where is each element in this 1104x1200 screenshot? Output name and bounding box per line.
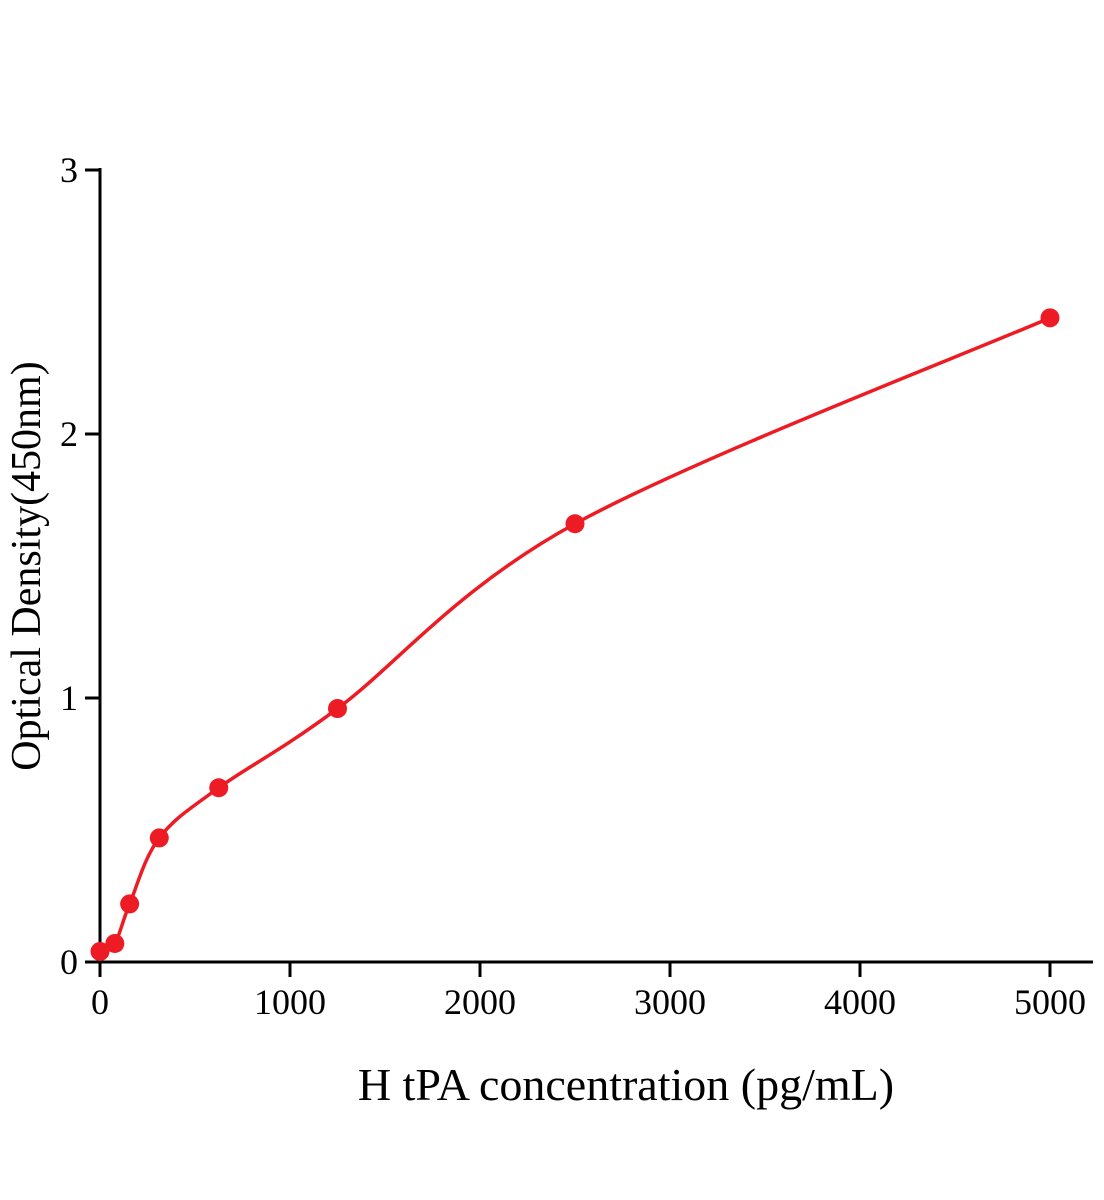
data-point: [209, 778, 229, 798]
tick-marks: [85, 168, 1052, 977]
y-tick-label: 0: [60, 942, 78, 982]
x-axis-label: H tPA concentration (pg/mL): [358, 1059, 894, 1110]
tick-labels: 0 1000 2000 3000 4000 5000 0 1 2 3: [60, 150, 1086, 1022]
y-tick-label: 3: [60, 150, 78, 190]
data-point: [149, 828, 169, 848]
data-point: [120, 894, 140, 914]
x-tick-label: 3000: [634, 982, 706, 1022]
x-tick-label: 1000: [254, 982, 326, 1022]
data-point: [90, 941, 110, 961]
y-tick-label: 1: [60, 678, 78, 718]
x-tick-label: 0: [91, 982, 109, 1022]
data-point: [1040, 308, 1060, 328]
data-point: [328, 699, 347, 719]
y-tick-label: 2: [60, 414, 78, 454]
x-tick-label: 5000: [1014, 982, 1086, 1022]
x-tick-label: 4000: [824, 982, 896, 1022]
data-series: [90, 308, 1060, 961]
fit-curve: [98, 316, 1052, 954]
y-axis-label: Optical Density(450nm): [4, 361, 50, 770]
data-point: [565, 514, 585, 534]
data-point: [105, 934, 125, 954]
axes: [98, 168, 1093, 964]
x-tick-label: 2000: [444, 982, 516, 1022]
